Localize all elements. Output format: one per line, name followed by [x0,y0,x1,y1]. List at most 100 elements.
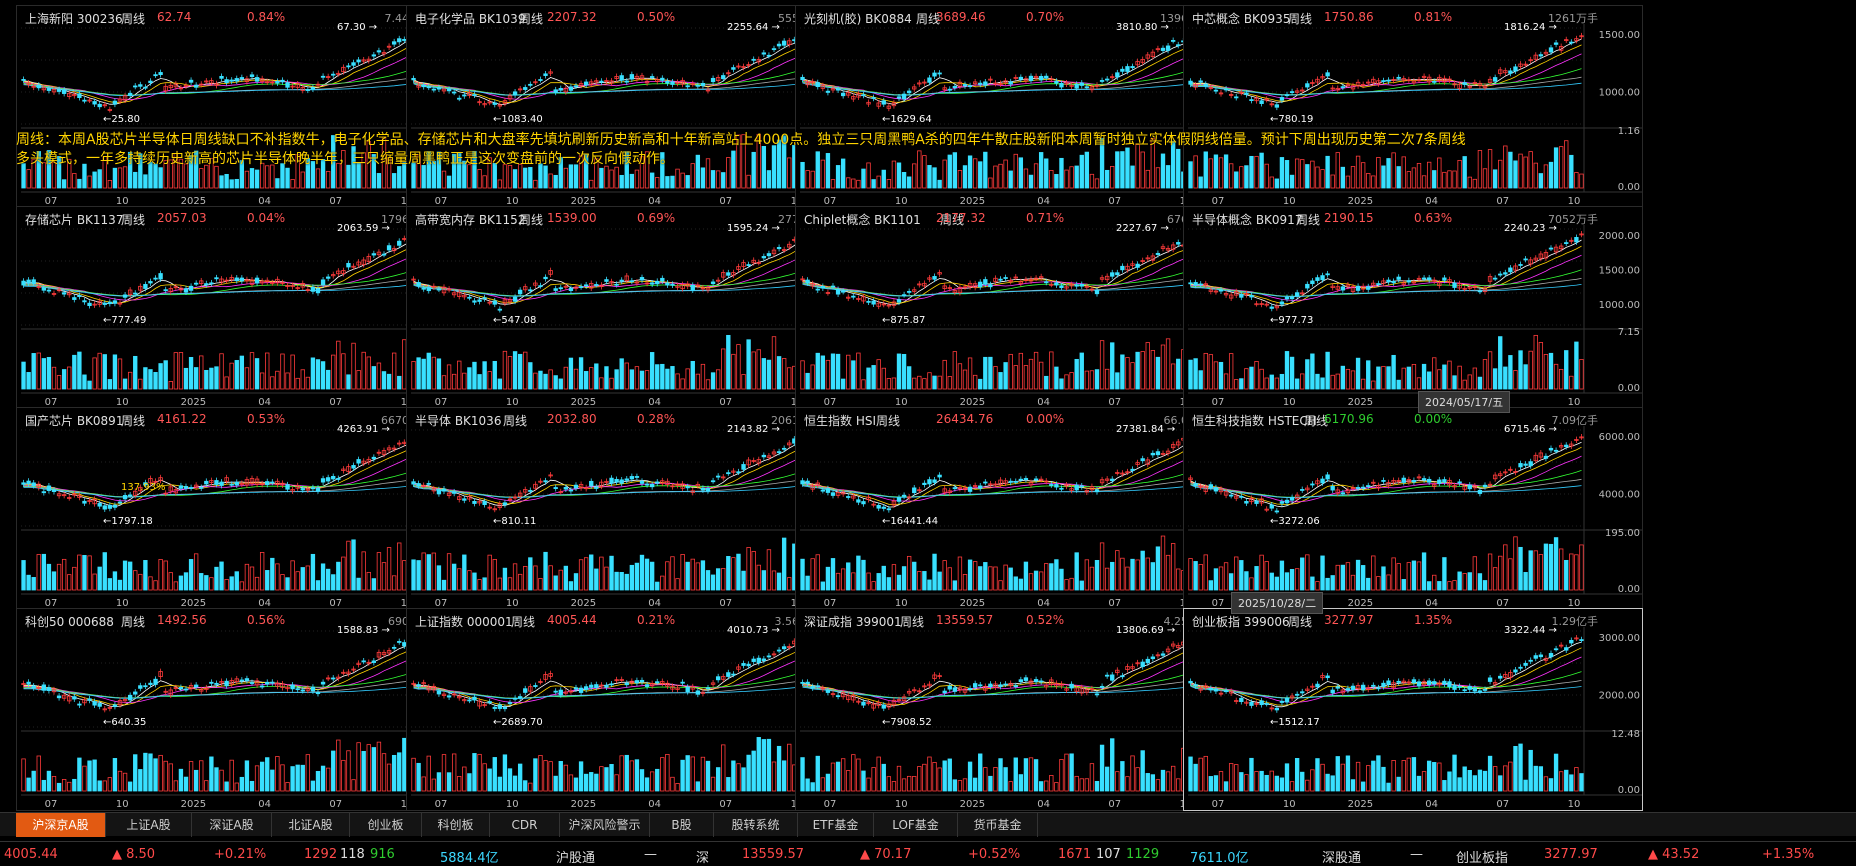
volume-bar [599,167,604,189]
volume-bar [726,157,731,189]
chart-panel[interactable]: 67.30 →←25.8060.0040.0043740.00071020250… [16,5,476,208]
chart-panel[interactable]: 3322.44 → ←1512.17 3000.00 2000.00 12.48 0.00… [1183,608,1643,811]
volume-bar [320,563,326,591]
candle-body [82,699,87,704]
volume-bar [148,576,153,591]
volume-bar [1223,154,1229,189]
market-tab[interactable]: 上证A股 [106,813,192,837]
time-axis-tick: 10 [506,598,519,609]
candle-body [411,481,416,485]
candle-body [690,686,695,690]
candle-body [1345,284,1351,287]
market-tab[interactable]: 货币基金 [958,813,1038,837]
volume-bar [578,559,584,591]
market-tab[interactable]: 科创板 [422,813,490,837]
candle-body [1188,477,1193,481]
market-tab[interactable]: 沪深风险警示 [560,813,650,837]
market-tab[interactable]: CDR [490,813,560,837]
candle-body [178,87,184,90]
price-axis-tick: 3000.00 [1599,633,1640,644]
volume-bar [655,177,660,189]
candle-body [441,286,447,294]
market-tab[interactable]: 北证A股 [272,813,350,837]
candle-body [815,82,820,88]
candle-body [660,681,665,684]
candle-body [1340,492,1346,495]
time-axis-tick: 07 [824,799,837,810]
change-pct: 0.00% [1414,412,1453,426]
volume-bar [1366,360,1371,390]
chart-panel[interactable]: 2255.64 →←1083.402000.001500.001.270.000… [406,5,866,208]
market-tab[interactable]: 创业板 [350,813,422,837]
chart-panel[interactable]: 1816.24 → ←780.19 1500.00 1000.00 1.16 0.00 07… [1183,5,1643,208]
candle-body [1396,276,1401,280]
market-tab[interactable]: B股 [650,813,714,837]
market-tab[interactable]: LOF基金 [874,813,958,837]
volume-bar [568,774,574,792]
chart-panel[interactable]: 4010.73 →←2689.704000.003500.003000.0043… [406,608,866,811]
hgt-label[interactable]: 沪股通 [556,851,596,866]
chart-panel[interactable]: 6715.46 → ←3272.06 6000.00 4000.00 195.00 0.0… [1183,407,1643,610]
volume-bar [270,557,275,591]
volume-bar [295,764,300,792]
volume-bar [726,334,731,390]
candle-body [127,494,133,497]
volume-bar [112,758,118,792]
kline-chart[interactable]: 1816.24 →←780.191500.001000.001.160.0007… [1184,6,1643,208]
candle-body [305,289,311,291]
kline-chart[interactable]: 3322.44 →←1512.173000.002000.0012.480.00… [1184,609,1643,811]
candle-body [51,689,57,693]
candle-body [431,88,437,91]
low-price-label: ←777.49 [103,315,146,326]
volume-bar [270,769,275,792]
kline-chart[interactable]: 67.30 →←25.8060.0040.0043740.00071020250… [17,6,476,208]
volume-bar [300,764,305,792]
chart-panel[interactable]: 2240.23 → ←977.73 2000.00 1500.00 1000.00 7.1… [1183,206,1643,409]
candle-body [558,287,563,290]
sgt-label[interactable]: 深股通 [1322,851,1362,866]
chart-panel[interactable]: 2143.82 →←810.112000.001500.001000.002.0… [406,407,866,610]
volume-bar [543,165,548,189]
market-tab[interactable]: ETF基金 [798,813,874,837]
chart-panel[interactable]: 13806.69 →←7908.5212000.0010000.0055.900… [795,608,1255,811]
moving-average-line [1190,254,1582,301]
kline-chart[interactable]: 2255.64 →←1083.402000.001500.001.270.000… [407,6,866,208]
time-axis-tick: 10 [1568,196,1581,207]
volume-bar [127,151,133,189]
chart-panel[interactable]: 4263.91 →←1797.18137.93%4000.003000.0020… [16,407,476,610]
candle-body [891,699,897,706]
candle-body [710,281,716,285]
time-axis-tick: 07 [719,598,732,609]
candle-body [573,85,579,88]
volume-bar [1320,377,1325,390]
candle-body [856,499,861,503]
candle-body [1254,500,1259,504]
candle-body [952,290,958,293]
chart-panel[interactable]: 27381.84 →←16441.4425000.0020000.001606.… [795,407,1255,610]
chart-panel[interactable]: 1588.83 →←640.351500.001000.008141.000.0… [16,608,476,811]
kline-chart[interactable]: 6715.46 →←3272.066000.004000.00195.000.0… [1184,408,1643,610]
market-tab[interactable]: 股转系统 [714,813,798,837]
chart-panel[interactable]: 2063.59 →←777.492000.001500.001000.001.4… [16,206,476,409]
volume-bar [805,372,810,390]
volume-bar [1198,370,1203,390]
volume-bar [346,164,351,189]
candle-body [978,281,983,288]
candle-body [517,289,523,295]
volume-bar [861,559,866,591]
volume-bar [665,368,670,390]
market-tab[interactable]: 沪深京A股 [16,813,106,837]
volume-bar [1305,779,1310,792]
volume-bar [320,361,326,390]
candle-body [371,54,377,57]
kline-chart[interactable]: 4010.73 →←2689.704000.003500.003000.0043… [407,609,866,811]
chart-panel[interactable]: 1595.24 →←547.081500.001000.003067.000.0… [406,206,866,409]
volume-bar [1145,342,1150,390]
market-tab[interactable]: 深证A股 [192,813,272,837]
kline-chart[interactable]: 2240.23 →←977.732000.001500.001000.007.1… [1184,207,1643,409]
candle-body [1130,263,1135,266]
candle-body [1033,75,1039,79]
volume-bar [315,168,321,189]
volume-bar [1330,575,1335,591]
volume-bar [1188,359,1193,390]
